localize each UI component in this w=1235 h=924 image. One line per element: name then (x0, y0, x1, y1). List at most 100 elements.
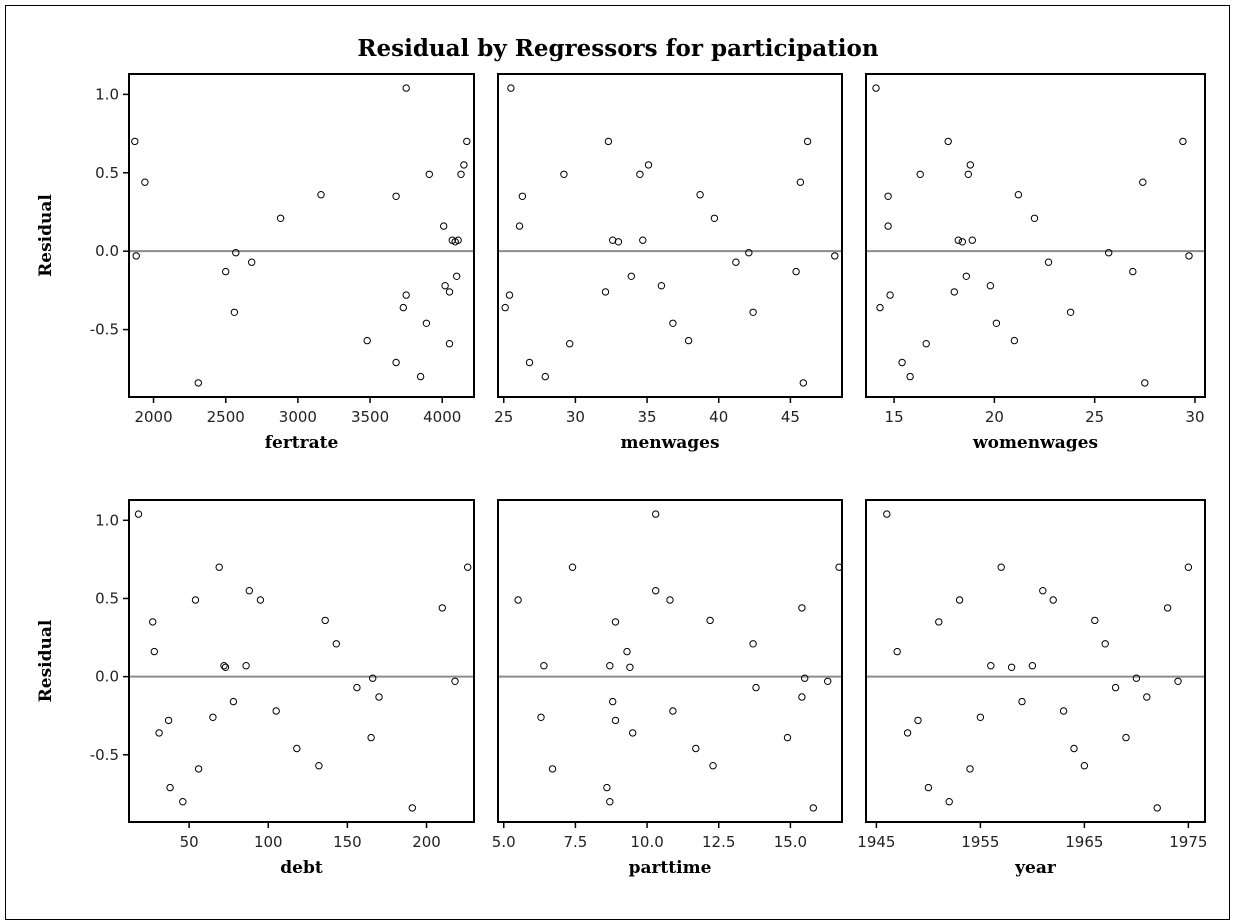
data-point (332, 640, 340, 648)
data-point (155, 729, 163, 737)
data-point (540, 662, 548, 670)
x-tick-label: 25 (1085, 408, 1104, 426)
data-point (518, 192, 527, 201)
data-point (1143, 693, 1151, 701)
data-point (801, 674, 809, 682)
data-point (906, 372, 914, 381)
data-point (560, 170, 568, 179)
data-point (886, 291, 894, 299)
data-point (684, 336, 693, 345)
data-point (962, 272, 970, 280)
data-point (803, 137, 812, 146)
x-tick-label: 30 (1185, 408, 1204, 426)
data-point (611, 716, 620, 725)
data-point (132, 252, 140, 260)
data-point (798, 693, 806, 701)
data-point (245, 587, 254, 595)
data-point (627, 272, 635, 280)
data-point (408, 804, 416, 812)
data-point (209, 713, 217, 721)
data-point (1185, 252, 1193, 260)
data-point (626, 663, 634, 671)
figure-frame (5, 5, 1230, 920)
data-point (402, 291, 410, 299)
data-point (363, 336, 371, 345)
data-point (799, 379, 807, 387)
data-point (548, 765, 557, 773)
x-axis-label: womenwages (972, 433, 1098, 453)
data-point (669, 319, 677, 327)
data-point (1014, 191, 1023, 199)
data-point (222, 267, 230, 276)
panel-frame (128, 73, 475, 398)
data-point (666, 596, 674, 604)
data-point (706, 616, 714, 625)
data-point (134, 510, 143, 518)
data-point (1080, 762, 1089, 770)
y-axis-label: Residual (36, 619, 56, 702)
data-point (749, 308, 757, 316)
x-tick-label: 200 (412, 833, 441, 851)
data-point (441, 282, 449, 290)
data-point (1101, 640, 1109, 648)
data-point (457, 170, 465, 179)
data-point (709, 762, 717, 770)
data-point (944, 137, 952, 146)
x-tick-label: 2000 (134, 408, 172, 426)
y-axis-label: Residual (36, 194, 56, 277)
data-point (614, 238, 623, 246)
data-point (623, 647, 631, 656)
x-tick-label: 45 (781, 408, 800, 426)
x-tick-label: 12.5 (702, 833, 735, 851)
data-point (966, 161, 974, 169)
data-point (507, 84, 515, 92)
data-point (1030, 214, 1039, 223)
x-tick-label: 1975 (1169, 833, 1207, 851)
data-point (1129, 267, 1137, 276)
data-point (353, 683, 361, 692)
data-point (696, 191, 704, 199)
data-point (451, 677, 459, 685)
data-point (150, 647, 159, 656)
data-point (131, 137, 139, 146)
y-tick-label: 0.5 (95, 589, 119, 607)
data-point (248, 258, 256, 266)
data-point (955, 596, 964, 604)
data-point (657, 282, 666, 290)
data-point (609, 697, 617, 706)
data-point (515, 222, 524, 230)
data-point (783, 733, 792, 742)
data-point (966, 765, 974, 773)
data-point (798, 604, 806, 612)
data-point (1122, 733, 1130, 742)
panel-frame (865, 499, 1206, 823)
data-point (1039, 587, 1047, 595)
data-point (149, 618, 157, 626)
x-axis-label: fertrate (265, 433, 339, 453)
data-point (392, 358, 400, 367)
data-point (692, 744, 700, 753)
data-point (1007, 663, 1016, 671)
data-point (1028, 662, 1037, 670)
data-point (1049, 596, 1057, 604)
x-tick-label: 35 (638, 408, 657, 426)
data-point (445, 288, 454, 296)
data-point (194, 765, 203, 773)
data-point (464, 563, 472, 571)
x-tick-label: 30 (566, 408, 585, 426)
data-point (611, 618, 620, 626)
data-point (256, 596, 265, 604)
data-point (883, 510, 891, 518)
data-point (315, 762, 323, 770)
data-point (445, 340, 454, 348)
data-point (824, 677, 832, 685)
data-point (732, 258, 740, 266)
data-point (669, 707, 677, 715)
data-point (1105, 249, 1113, 257)
x-tick-label: 100 (254, 833, 283, 851)
data-point (884, 192, 892, 201)
data-point (987, 662, 995, 670)
data-point (229, 697, 238, 706)
data-point (636, 170, 644, 179)
data-point (438, 604, 446, 612)
